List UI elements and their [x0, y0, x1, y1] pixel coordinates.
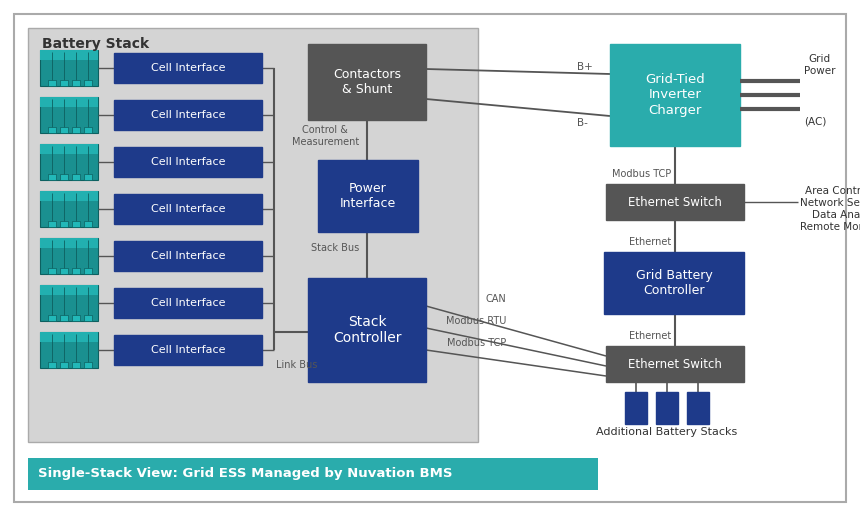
Text: Link Bus: Link Bus	[276, 360, 317, 370]
Bar	[48, 127, 56, 133]
Bar	[48, 80, 56, 86]
Bar	[610, 44, 740, 146]
Bar	[308, 278, 426, 382]
Text: B-: B-	[577, 118, 588, 128]
Bar	[48, 268, 56, 274]
Bar	[48, 362, 56, 368]
Text: Single-Stack View: Grid ESS Managed by Nuvation BMS: Single-Stack View: Grid ESS Managed by N…	[38, 467, 452, 480]
Bar	[60, 127, 68, 133]
Text: Modbus RTU: Modbus RTU	[445, 316, 506, 326]
Bar	[40, 238, 98, 274]
Text: Grid-Tied
Inverter
Charger: Grid-Tied Inverter Charger	[645, 73, 705, 117]
Bar	[604, 252, 744, 314]
Bar	[40, 332, 98, 368]
Bar	[114, 335, 262, 365]
Bar	[40, 50, 98, 86]
Bar	[114, 100, 262, 130]
Bar	[28, 458, 598, 490]
Bar	[72, 127, 80, 133]
Bar	[606, 184, 744, 220]
Bar	[60, 221, 68, 227]
Bar	[625, 392, 647, 424]
Bar	[40, 144, 98, 154]
Text: Cell Interface: Cell Interface	[150, 157, 225, 167]
Text: Ethernet Switch: Ethernet Switch	[628, 358, 722, 370]
Text: Grid Battery
Controller: Grid Battery Controller	[636, 269, 712, 297]
Bar	[84, 362, 92, 368]
Bar	[687, 392, 709, 424]
Text: Modbus TCP: Modbus TCP	[611, 169, 671, 179]
Text: Battery Stack: Battery Stack	[42, 37, 149, 51]
Bar	[40, 191, 98, 227]
Text: Cell Interface: Cell Interface	[150, 251, 225, 261]
Bar	[84, 80, 92, 86]
Bar	[48, 221, 56, 227]
Bar	[84, 127, 92, 133]
Bar	[84, 268, 92, 274]
Text: Stack
Controller: Stack Controller	[333, 315, 402, 345]
Bar	[60, 268, 68, 274]
Bar	[72, 80, 80, 86]
Text: Ethernet: Ethernet	[629, 331, 671, 341]
Bar	[84, 221, 92, 227]
Bar	[84, 315, 92, 321]
Bar	[60, 174, 68, 180]
Text: (AC): (AC)	[804, 116, 826, 126]
Text: Ethernet Switch: Ethernet Switch	[628, 196, 722, 208]
Text: Control &
Measurement: Control & Measurement	[292, 125, 359, 147]
Bar	[114, 194, 262, 224]
Text: Cell Interface: Cell Interface	[150, 298, 225, 308]
Bar	[60, 362, 68, 368]
Bar	[40, 144, 98, 180]
Bar	[114, 288, 262, 318]
Bar	[40, 97, 98, 107]
Text: Cell Interface: Cell Interface	[150, 204, 225, 214]
Bar	[40, 191, 98, 201]
Bar	[28, 28, 478, 442]
Bar	[84, 174, 92, 180]
Bar	[308, 44, 426, 120]
Text: Data Analytics
Remote Monitoring: Data Analytics Remote Monitoring	[800, 210, 860, 232]
Bar	[40, 50, 98, 60]
Text: B+: B+	[577, 62, 593, 72]
Bar	[72, 221, 80, 227]
Text: Grid
Power: Grid Power	[804, 54, 836, 76]
Bar	[60, 315, 68, 321]
Bar	[72, 362, 80, 368]
Bar	[114, 147, 262, 177]
Bar	[606, 346, 744, 382]
Text: Power
Interface: Power Interface	[340, 182, 396, 210]
Bar	[72, 174, 80, 180]
Text: Contactors
& Shunt: Contactors & Shunt	[333, 68, 401, 96]
Bar	[114, 53, 262, 83]
Bar	[72, 268, 80, 274]
Text: Cell Interface: Cell Interface	[150, 345, 225, 355]
Text: Stack Bus: Stack Bus	[310, 243, 359, 253]
Bar	[72, 315, 80, 321]
Text: Modbus TCP: Modbus TCP	[446, 338, 506, 348]
Text: Additional Battery Stacks: Additional Battery Stacks	[596, 427, 738, 437]
Text: Cell Interface: Cell Interface	[150, 63, 225, 73]
Bar	[40, 285, 98, 321]
Bar	[40, 332, 98, 342]
Bar	[40, 238, 98, 248]
Bar	[48, 315, 56, 321]
Text: CAN: CAN	[485, 294, 506, 304]
Bar	[40, 285, 98, 295]
Bar	[318, 160, 418, 232]
Bar	[60, 80, 68, 86]
Bar	[40, 97, 98, 133]
Bar	[114, 241, 262, 271]
Text: Ethernet: Ethernet	[629, 237, 671, 247]
Text: Area Controller
Network Security: Area Controller Network Security	[800, 186, 860, 208]
Text: Cell Interface: Cell Interface	[150, 110, 225, 120]
Bar	[48, 174, 56, 180]
Bar	[656, 392, 678, 424]
